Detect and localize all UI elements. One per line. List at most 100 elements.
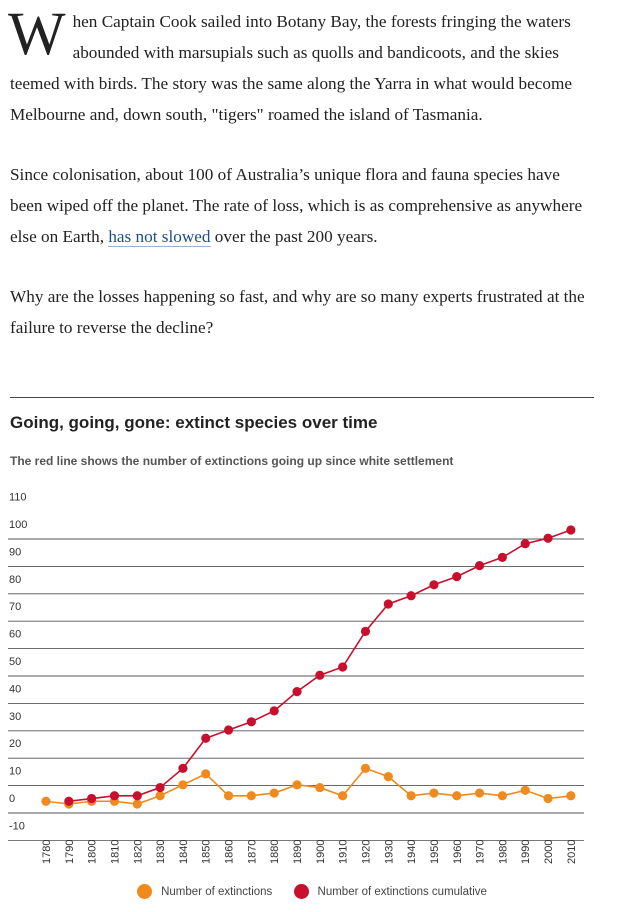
- y-tick-label: 110: [9, 492, 27, 504]
- x-tick-label: 2010: [566, 840, 578, 864]
- data-point[interactable]: [383, 772, 393, 782]
- data-point[interactable]: [497, 791, 507, 801]
- x-tick-label: 1920: [360, 840, 372, 864]
- y-tick-label: 20: [9, 738, 21, 750]
- x-tick-label: 1890: [292, 840, 304, 864]
- series-cumulative: [64, 525, 576, 806]
- data-point[interactable]: [429, 788, 439, 798]
- data-point[interactable]: [246, 791, 256, 801]
- data-point[interactable]: [64, 796, 74, 806]
- data-point[interactable]: [155, 791, 165, 801]
- x-axis-tick-labels: 1780 1790 1800 1810 1820 1830 1840 1850 1860 1870…: [41, 840, 578, 864]
- data-point[interactable]: [292, 780, 302, 790]
- data-point[interactable]: [223, 725, 234, 735]
- data-point[interactable]: [452, 571, 462, 582]
- data-point[interactable]: [406, 591, 416, 601]
- data-point[interactable]: [566, 791, 576, 801]
- series-line: [68, 529, 572, 803]
- has-not-slowed-link[interactable]: has not slowed: [108, 227, 211, 247]
- data-point[interactable]: [292, 687, 302, 697]
- data-point[interactable]: [338, 791, 348, 801]
- paragraph-2: Since colonisation, about 100 of Austral…: [10, 159, 596, 252]
- data-point[interactable]: [429, 580, 439, 590]
- data-point[interactable]: [223, 791, 234, 801]
- data-point[interactable]: [360, 626, 371, 636]
- drop-cap: W: [8, 1, 66, 68]
- data-point[interactable]: [452, 791, 462, 801]
- x-tick-label: 1810: [109, 840, 121, 864]
- data-point[interactable]: [520, 539, 530, 549]
- paragraph-3: Why are the losses happening so fast, an…: [10, 287, 585, 337]
- x-tick-label: 1910: [338, 840, 350, 864]
- y-tick-label: 40: [9, 683, 21, 695]
- data-point[interactable]: [41, 796, 51, 806]
- x-tick-label: 1860: [224, 840, 236, 864]
- data-point[interactable]: [178, 780, 188, 790]
- series-line: [45, 767, 571, 805]
- y-tick-label: 60: [9, 629, 21, 641]
- x-tick-label: 1960: [452, 840, 464, 864]
- legend-swatch-extinctions: [137, 884, 153, 899]
- data-point[interactable]: [520, 785, 530, 795]
- x-tick-label: 1830: [155, 840, 167, 864]
- data-point[interactable]: [132, 791, 142, 801]
- section-divider: [10, 397, 594, 398]
- x-tick-label: 1780: [41, 840, 53, 864]
- x-tick-label: 2000: [543, 840, 555, 864]
- y-axis-tick-labels: -10 0 10 20 30 40 50 60 70 80 90 100 110: [9, 492, 27, 833]
- data-point[interactable]: [383, 599, 393, 609]
- data-point[interactable]: [87, 793, 97, 804]
- data-point[interactable]: [315, 670, 325, 680]
- extinctions-line-chart: -10 0 10 20 30 40 50 60 70 80 90 100 110 1780 1790 180…: [8, 492, 584, 864]
- legend-item-cumulative[interactable]: Number of extinctions cumulative: [293, 884, 487, 899]
- data-point[interactable]: [201, 733, 211, 743]
- data-point[interactable]: [338, 662, 348, 672]
- paragraph-1-text: hen Captain Cook sailed into Botany Bay,…: [10, 12, 572, 124]
- series-lines: [41, 525, 576, 809]
- data-point[interactable]: [269, 788, 279, 798]
- data-point[interactable]: [246, 717, 256, 727]
- data-point[interactable]: [497, 552, 507, 562]
- x-tick-label: 1840: [178, 840, 190, 864]
- data-point[interactable]: [109, 791, 120, 801]
- x-tick-label: 1900: [315, 840, 327, 864]
- y-tick-label: 10: [9, 766, 21, 778]
- data-point[interactable]: [566, 525, 576, 535]
- x-tick-label: 1880: [269, 840, 281, 864]
- x-tick-label: 1980: [497, 840, 509, 864]
- data-point[interactable]: [360, 763, 371, 773]
- data-point[interactable]: [543, 793, 553, 804]
- x-tick-label: 1950: [429, 840, 441, 864]
- data-point[interactable]: [269, 706, 279, 716]
- data-point[interactable]: [315, 782, 325, 793]
- y-tick-label: 90: [9, 546, 21, 558]
- x-tick-label: 1940: [406, 840, 418, 864]
- y-tick-label: 30: [9, 711, 21, 723]
- data-point[interactable]: [406, 791, 416, 801]
- data-point[interactable]: [178, 763, 188, 773]
- x-tick-label: 1790: [64, 840, 76, 864]
- x-tick-label: 1930: [383, 840, 395, 864]
- y-tick-label: 100: [9, 519, 27, 531]
- y-tick-label: 0: [9, 793, 15, 805]
- y-tick-label: -10: [9, 820, 25, 832]
- grid-lines: [8, 538, 584, 841]
- y-tick-label: 50: [9, 656, 21, 668]
- x-tick-label: 1850: [201, 840, 213, 864]
- legend-label-cumulative: Number of extinctions cumulative: [317, 885, 487, 898]
- data-point[interactable]: [474, 561, 485, 571]
- data-point[interactable]: [201, 769, 211, 779]
- series-extinctions: [41, 763, 576, 809]
- paragraph-2-text-before: Since colonisation, about 100 of Austral…: [10, 165, 583, 246]
- y-tick-label: 80: [9, 574, 21, 586]
- data-point[interactable]: [155, 782, 165, 793]
- legend-item-extinctions[interactable]: Number of extinctions: [137, 884, 272, 899]
- x-tick-label: 1990: [520, 840, 532, 864]
- data-point[interactable]: [132, 799, 142, 809]
- data-point[interactable]: [543, 533, 553, 543]
- legend-swatch-cumulative: [293, 884, 309, 899]
- data-point[interactable]: [474, 788, 485, 798]
- chart-title: Going, going, gone: extinct species over…: [10, 413, 378, 432]
